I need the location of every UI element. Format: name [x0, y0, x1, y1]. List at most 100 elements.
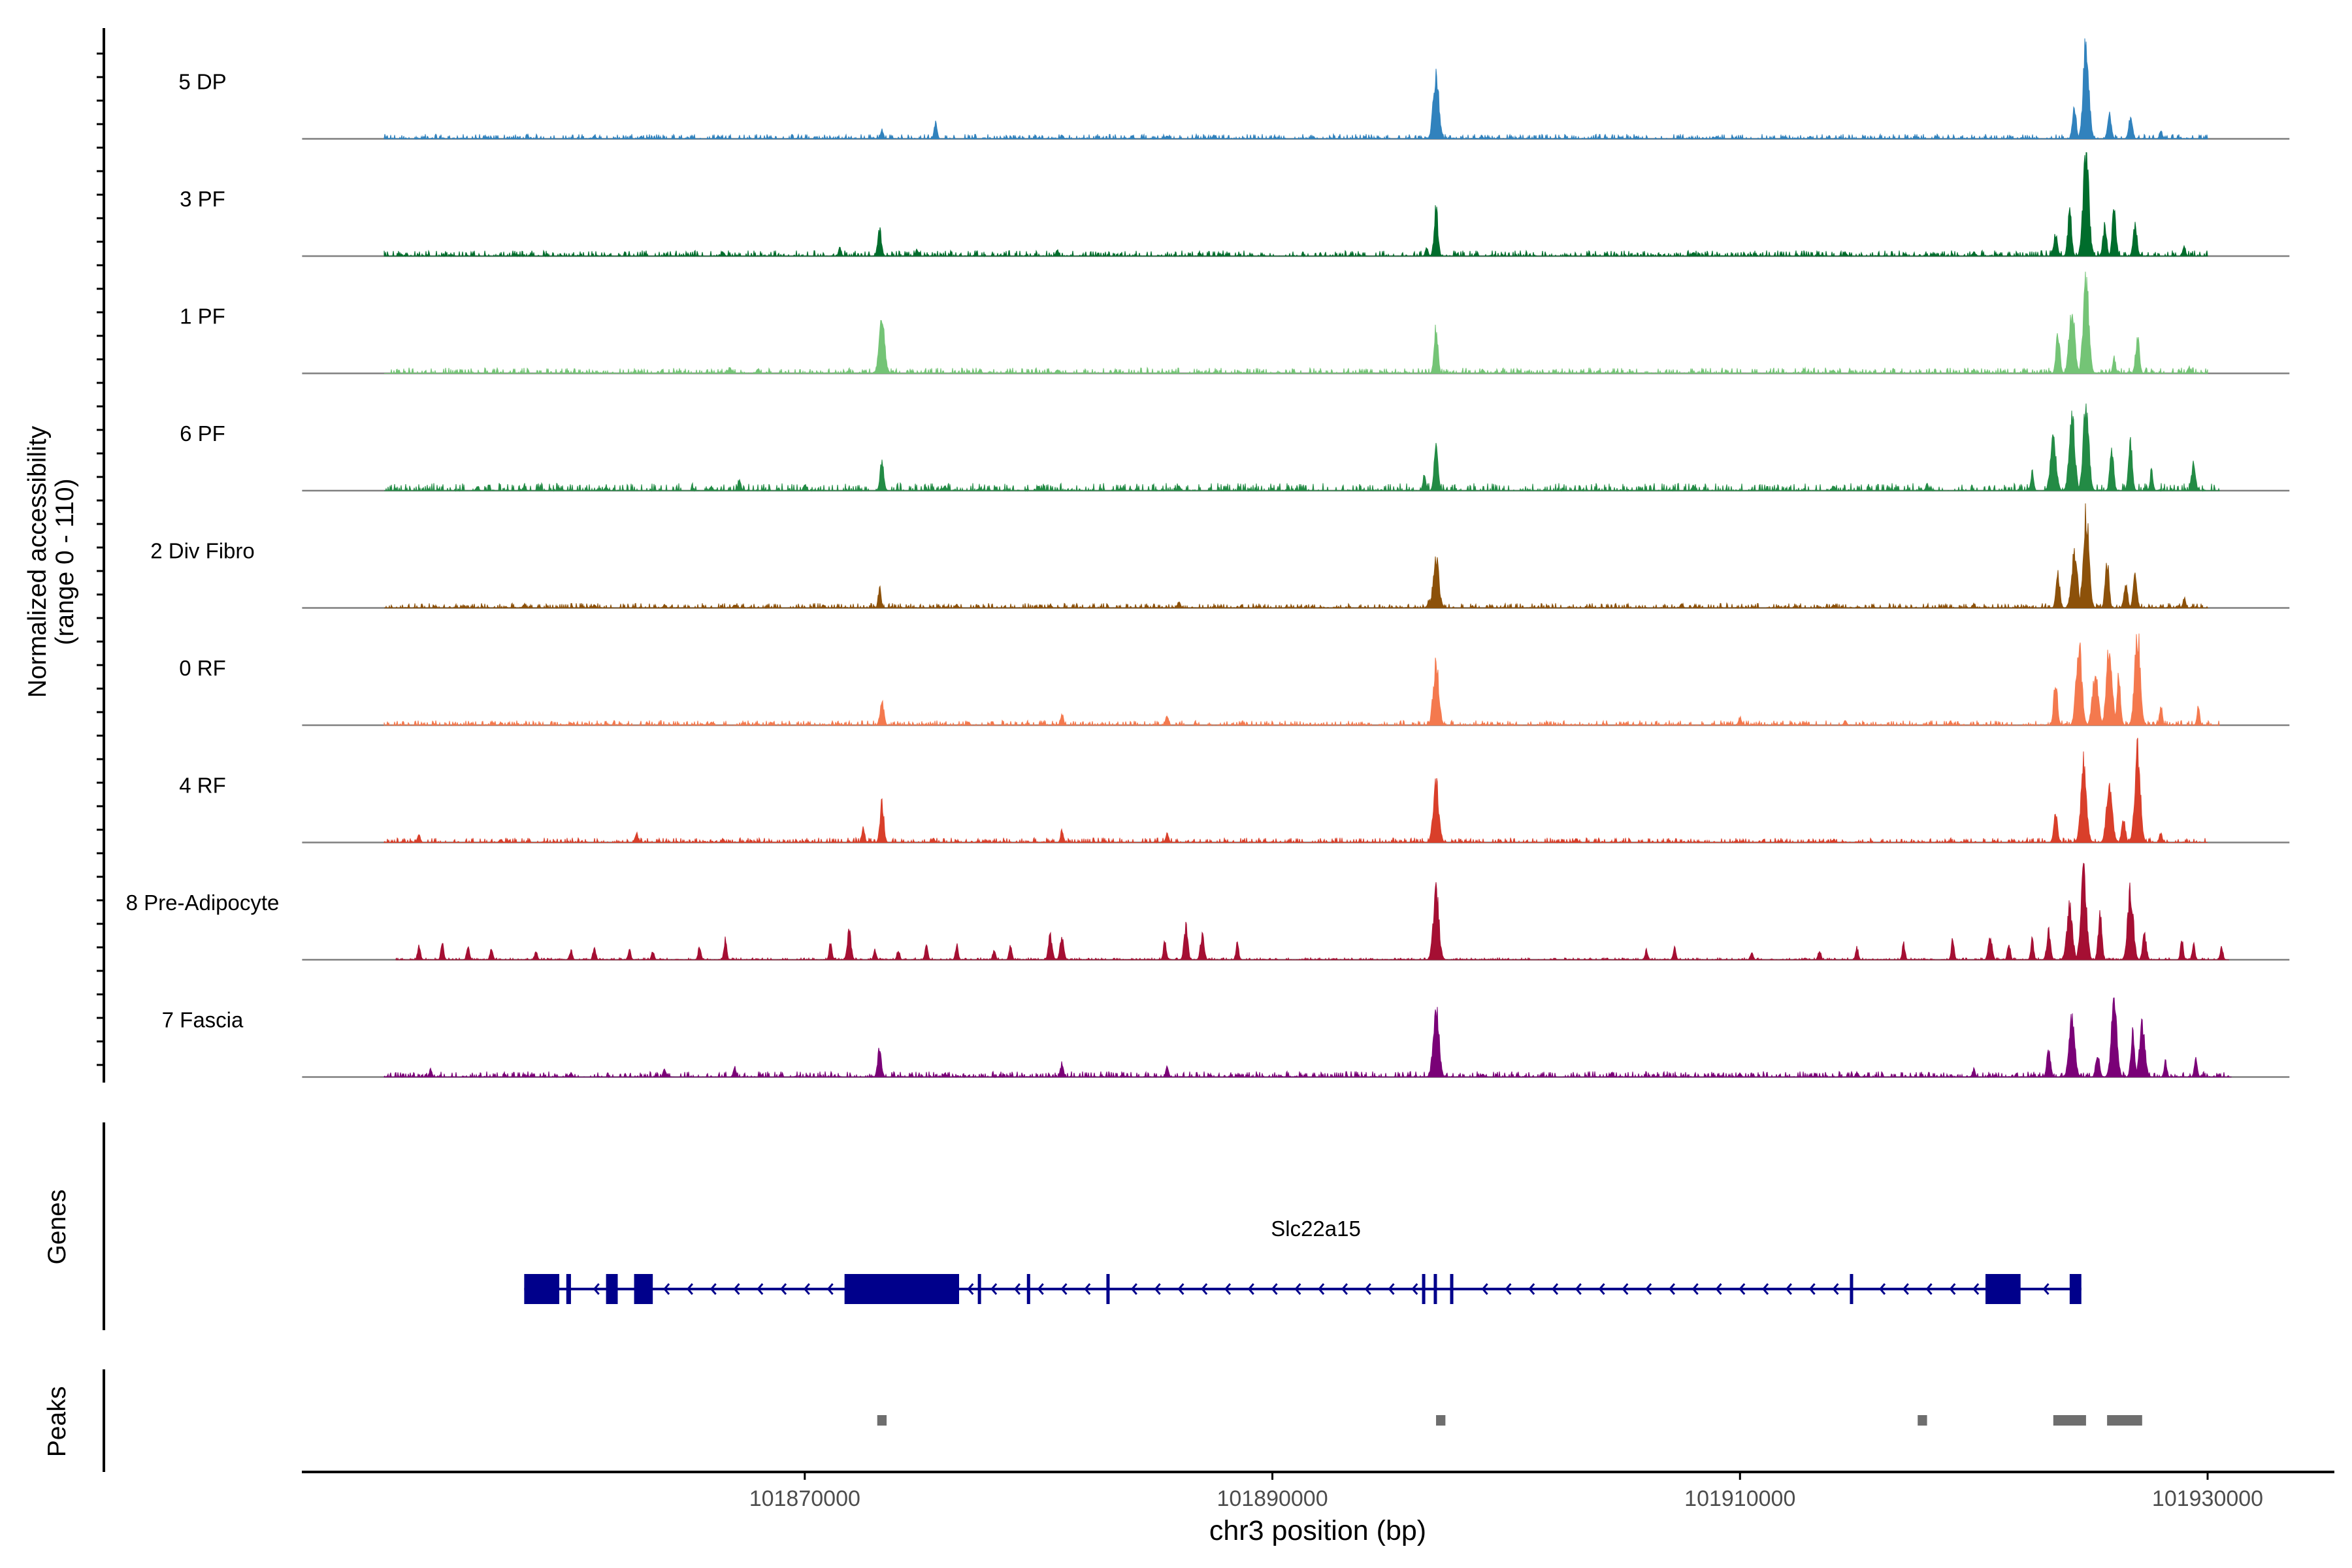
track-label: 8 Pre-Adipocyte	[126, 890, 280, 915]
y-axis-title-line2: (range 0 - 110)	[51, 478, 79, 645]
x-tick-label: 101930000	[2152, 1486, 2263, 1511]
strand-arrow	[1388, 1283, 1395, 1295]
track-1: 5 DP	[178, 38, 2290, 140]
x-axis-title: chr3 position (bp)	[1209, 1515, 1426, 1546]
genes-panel-label: Genes	[43, 1190, 71, 1265]
strand-arrow	[1645, 1283, 1652, 1295]
strand-arrow	[1902, 1283, 1909, 1295]
strand-arrow	[1013, 1283, 1021, 1295]
gene-name: Slc22a15	[1271, 1217, 1361, 1241]
strand-arrow	[1084, 1283, 1091, 1295]
track-label: 0 RF	[179, 656, 226, 680]
gene-exon	[1850, 1274, 1854, 1304]
strand-arrow	[1691, 1283, 1699, 1295]
track-label: 5 DP	[178, 70, 226, 94]
strand-arrow	[990, 1283, 998, 1295]
y-axis-title-line1: Normalized accessibility	[24, 425, 52, 698]
strand-arrow	[1037, 1283, 1044, 1295]
peaks-panel-label: Peaks	[43, 1386, 71, 1457]
coverage-area	[384, 503, 2208, 610]
coverage-area	[384, 403, 2220, 492]
strand-arrow	[1878, 1283, 1886, 1295]
gene-model: Slc22a15	[524, 1217, 2082, 1304]
strand-arrow	[1972, 1283, 1980, 1295]
gene-exon	[1450, 1274, 1454, 1304]
track-3: 1 PF	[180, 271, 2290, 375]
strand-arrow	[1201, 1283, 1208, 1295]
track-label: 6 PF	[180, 421, 225, 446]
track-7: 4 RF	[179, 738, 2290, 844]
peak-region	[2107, 1415, 2142, 1426]
gene-exon	[844, 1274, 959, 1304]
track-8: 8 Pre-Adipocyte	[126, 862, 2290, 961]
strand-arrow	[1154, 1283, 1161, 1295]
strand-arrow	[2042, 1283, 2050, 1295]
track-6: 0 RF	[179, 633, 2290, 727]
strand-arrow	[803, 1283, 810, 1295]
gene-exon	[977, 1274, 981, 1304]
strand-arrow	[733, 1283, 740, 1295]
strand-arrow	[1785, 1283, 1792, 1295]
strand-arrow	[1622, 1283, 1629, 1295]
strand-arrow	[1551, 1283, 1559, 1295]
peak-region	[2053, 1415, 2086, 1426]
gene-exon	[1026, 1274, 1030, 1304]
gene-exon	[606, 1274, 618, 1304]
strand-arrow	[1177, 1283, 1184, 1295]
strand-arrow	[1481, 1283, 1488, 1295]
strand-arrow	[1925, 1283, 1933, 1295]
strand-arrow	[1762, 1283, 1769, 1295]
strand-arrow	[710, 1283, 717, 1295]
gene-exon	[524, 1274, 560, 1304]
coverage-area	[384, 152, 2208, 257]
accessibility-y-axis	[97, 28, 105, 1083]
coverage-area	[395, 862, 2229, 961]
strand-arrow	[1294, 1283, 1301, 1295]
track-label: 2 Div Fibro	[150, 539, 255, 563]
track-4: 6 PF	[180, 403, 2290, 492]
strand-arrow	[686, 1283, 693, 1295]
strand-arrow	[1364, 1283, 1371, 1295]
strand-arrow	[826, 1283, 834, 1295]
strand-arrow	[1341, 1283, 1348, 1295]
gene-exon	[2069, 1274, 2082, 1304]
strand-arrow	[593, 1283, 600, 1295]
gene-exon	[1106, 1274, 1110, 1304]
strand-arrow	[1271, 1283, 1278, 1295]
strand-arrow	[1808, 1283, 1816, 1295]
strand-arrow	[1949, 1283, 1956, 1295]
coverage-area	[384, 997, 2232, 1079]
x-tick-label: 101870000	[749, 1486, 860, 1511]
coverage-area	[384, 633, 2220, 727]
strand-arrow	[1060, 1283, 1068, 1295]
coverage-area	[384, 271, 2208, 375]
x-tick-label: 101890000	[1217, 1486, 1328, 1511]
peak-region	[1436, 1415, 1446, 1426]
strand-arrow	[1224, 1283, 1232, 1295]
gene-exon	[566, 1274, 571, 1304]
x-tick-label: 101910000	[1684, 1486, 1795, 1511]
strand-arrow	[967, 1283, 974, 1295]
strand-arrow	[1528, 1283, 1535, 1295]
track-5: 2 Div Fibro	[150, 503, 2290, 610]
gene-exon	[1422, 1274, 1426, 1304]
strand-arrow	[1505, 1283, 1512, 1295]
coverage-tracks: 5 DP 3 PF 1 PF 6 PF 2 Div Fibro 0 RF 4 RF 8 Pre…	[126, 38, 2290, 1079]
strand-arrow	[1130, 1283, 1137, 1295]
genes-panel: Genes Slc22a15	[43, 1122, 2082, 1330]
coverage-area	[384, 738, 2208, 844]
track-label: 7 Fascia	[162, 1008, 244, 1032]
strand-arrow	[663, 1283, 670, 1295]
peaks-panel: Peaks	[43, 1369, 2142, 1472]
strand-arrow	[1411, 1283, 1418, 1295]
peak-region	[1918, 1415, 1927, 1426]
x-axis: 101870000 101890000 101910000 101930000	[302, 1471, 2334, 1511]
strand-arrow	[757, 1283, 764, 1295]
gene-models: Slc22a15	[524, 1217, 2082, 1304]
track-label: 4 RF	[179, 774, 226, 798]
strand-arrow	[1668, 1283, 1676, 1295]
strand-arrow	[1318, 1283, 1325, 1295]
gene-exon	[1433, 1274, 1437, 1304]
coverage-area	[384, 38, 2208, 140]
